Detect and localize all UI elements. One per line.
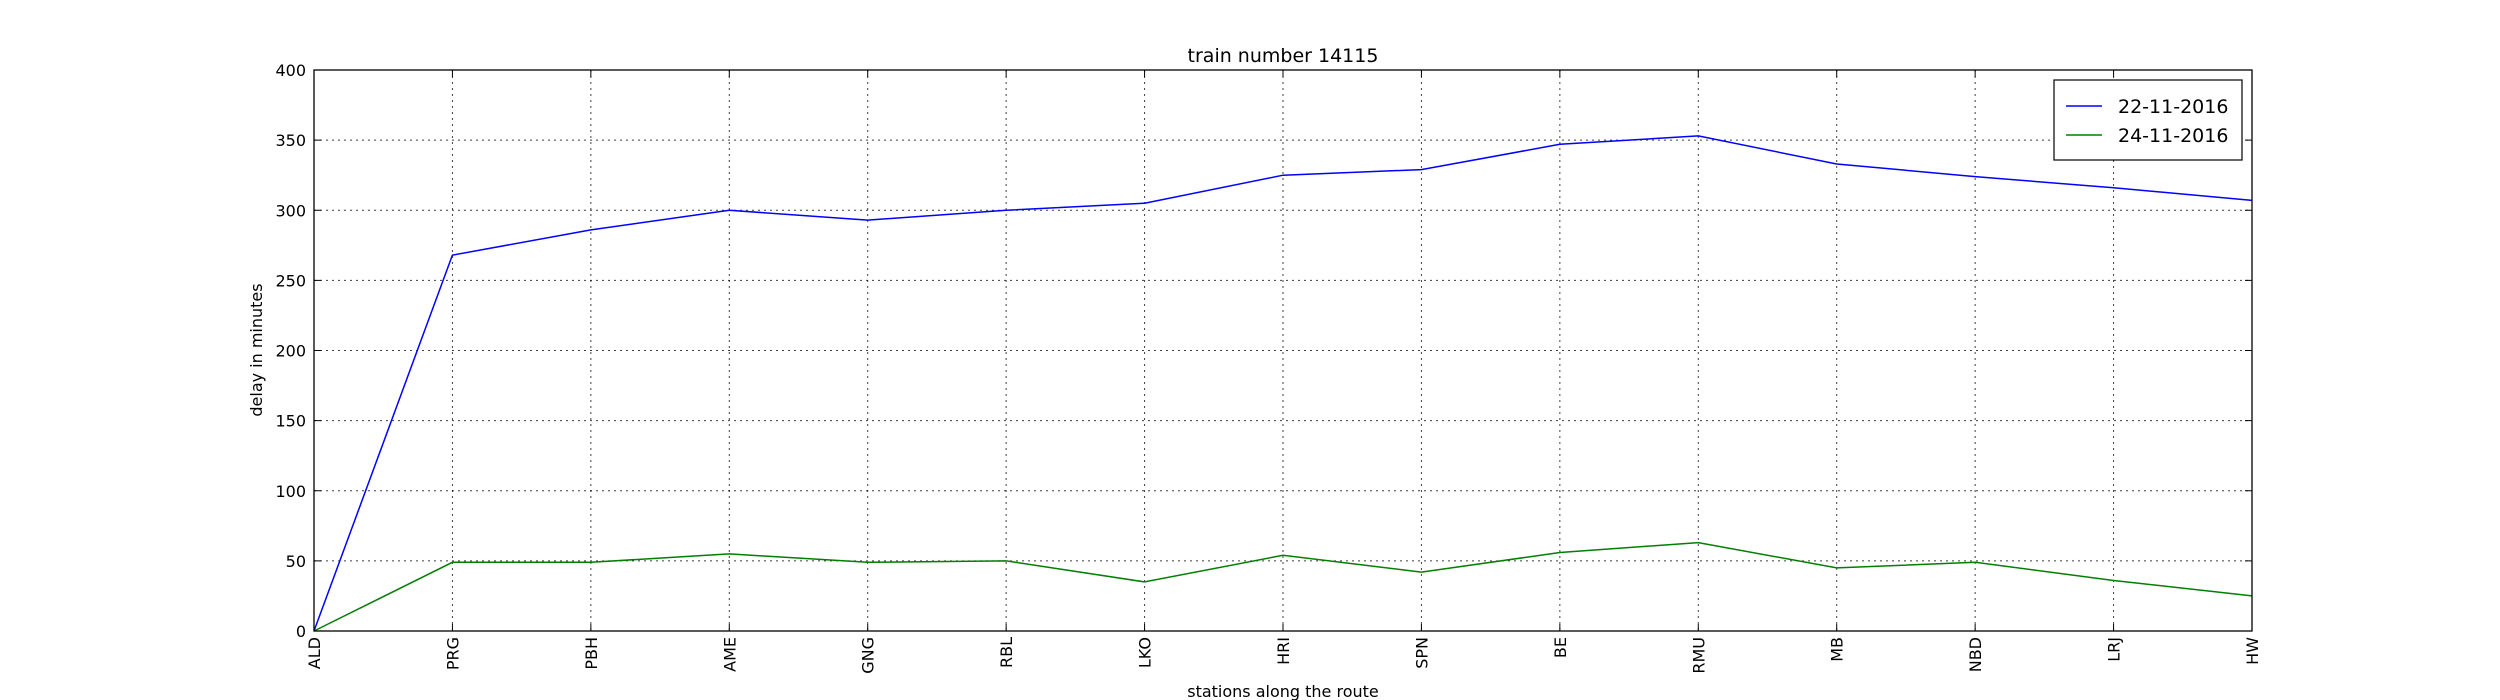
x-tick-label: SPN xyxy=(1412,637,1431,669)
legend-label: 24-11-2016 xyxy=(2118,125,2228,147)
series-lines xyxy=(313,135,2253,632)
y-tick-label: 150 xyxy=(275,412,306,431)
x-tick-label: AME xyxy=(720,637,739,672)
y-tick-label: 400 xyxy=(275,61,306,80)
y-tick-label: 200 xyxy=(275,342,306,361)
legend: 22-11-2016 24-11-2016 xyxy=(2053,79,2243,161)
y-tick-label: 100 xyxy=(275,482,306,501)
x-axis-label: stations along the route xyxy=(1187,682,1379,700)
legend-box xyxy=(2053,79,2243,161)
grid xyxy=(314,70,2252,631)
x-tick-label: ALD xyxy=(305,637,324,669)
x-tick-label: LRJ xyxy=(2105,637,2124,662)
y-tick-label: 300 xyxy=(275,201,306,220)
series-line-24-11-2016 xyxy=(313,541,2253,632)
y-tick-label: 50 xyxy=(286,552,306,571)
axis-ticks: 0 50 100 150 200 250 300 350 400 ALD PRG PBH AME GNG R… xyxy=(275,61,2262,674)
y-tick-label: 0 xyxy=(296,622,306,641)
x-tick-label: RMU xyxy=(1689,637,1708,674)
x-tick-label: RBL xyxy=(997,637,1016,668)
series-line-22-11-2016 xyxy=(313,135,2253,632)
x-tick-label: NBD xyxy=(1966,637,1985,672)
x-tick-label: BE xyxy=(1551,637,1570,658)
y-tick-label: 350 xyxy=(275,131,306,150)
x-tick-label: GNG xyxy=(859,637,878,674)
y-tick-label: 250 xyxy=(275,271,306,290)
x-tick-label: HW xyxy=(2243,637,2262,665)
x-tick-label: MB xyxy=(1828,637,1847,662)
x-tick-label: PBH xyxy=(582,637,601,670)
y-axis-label: delay in minutes xyxy=(247,283,266,416)
x-tick-label: LKO xyxy=(1136,637,1155,668)
chart-title: train number 14115 xyxy=(1188,45,1379,67)
legend-label: 22-11-2016 xyxy=(2118,96,2228,118)
x-tick-label: PRG xyxy=(443,637,462,670)
x-tick-label: HRI xyxy=(1274,637,1293,665)
